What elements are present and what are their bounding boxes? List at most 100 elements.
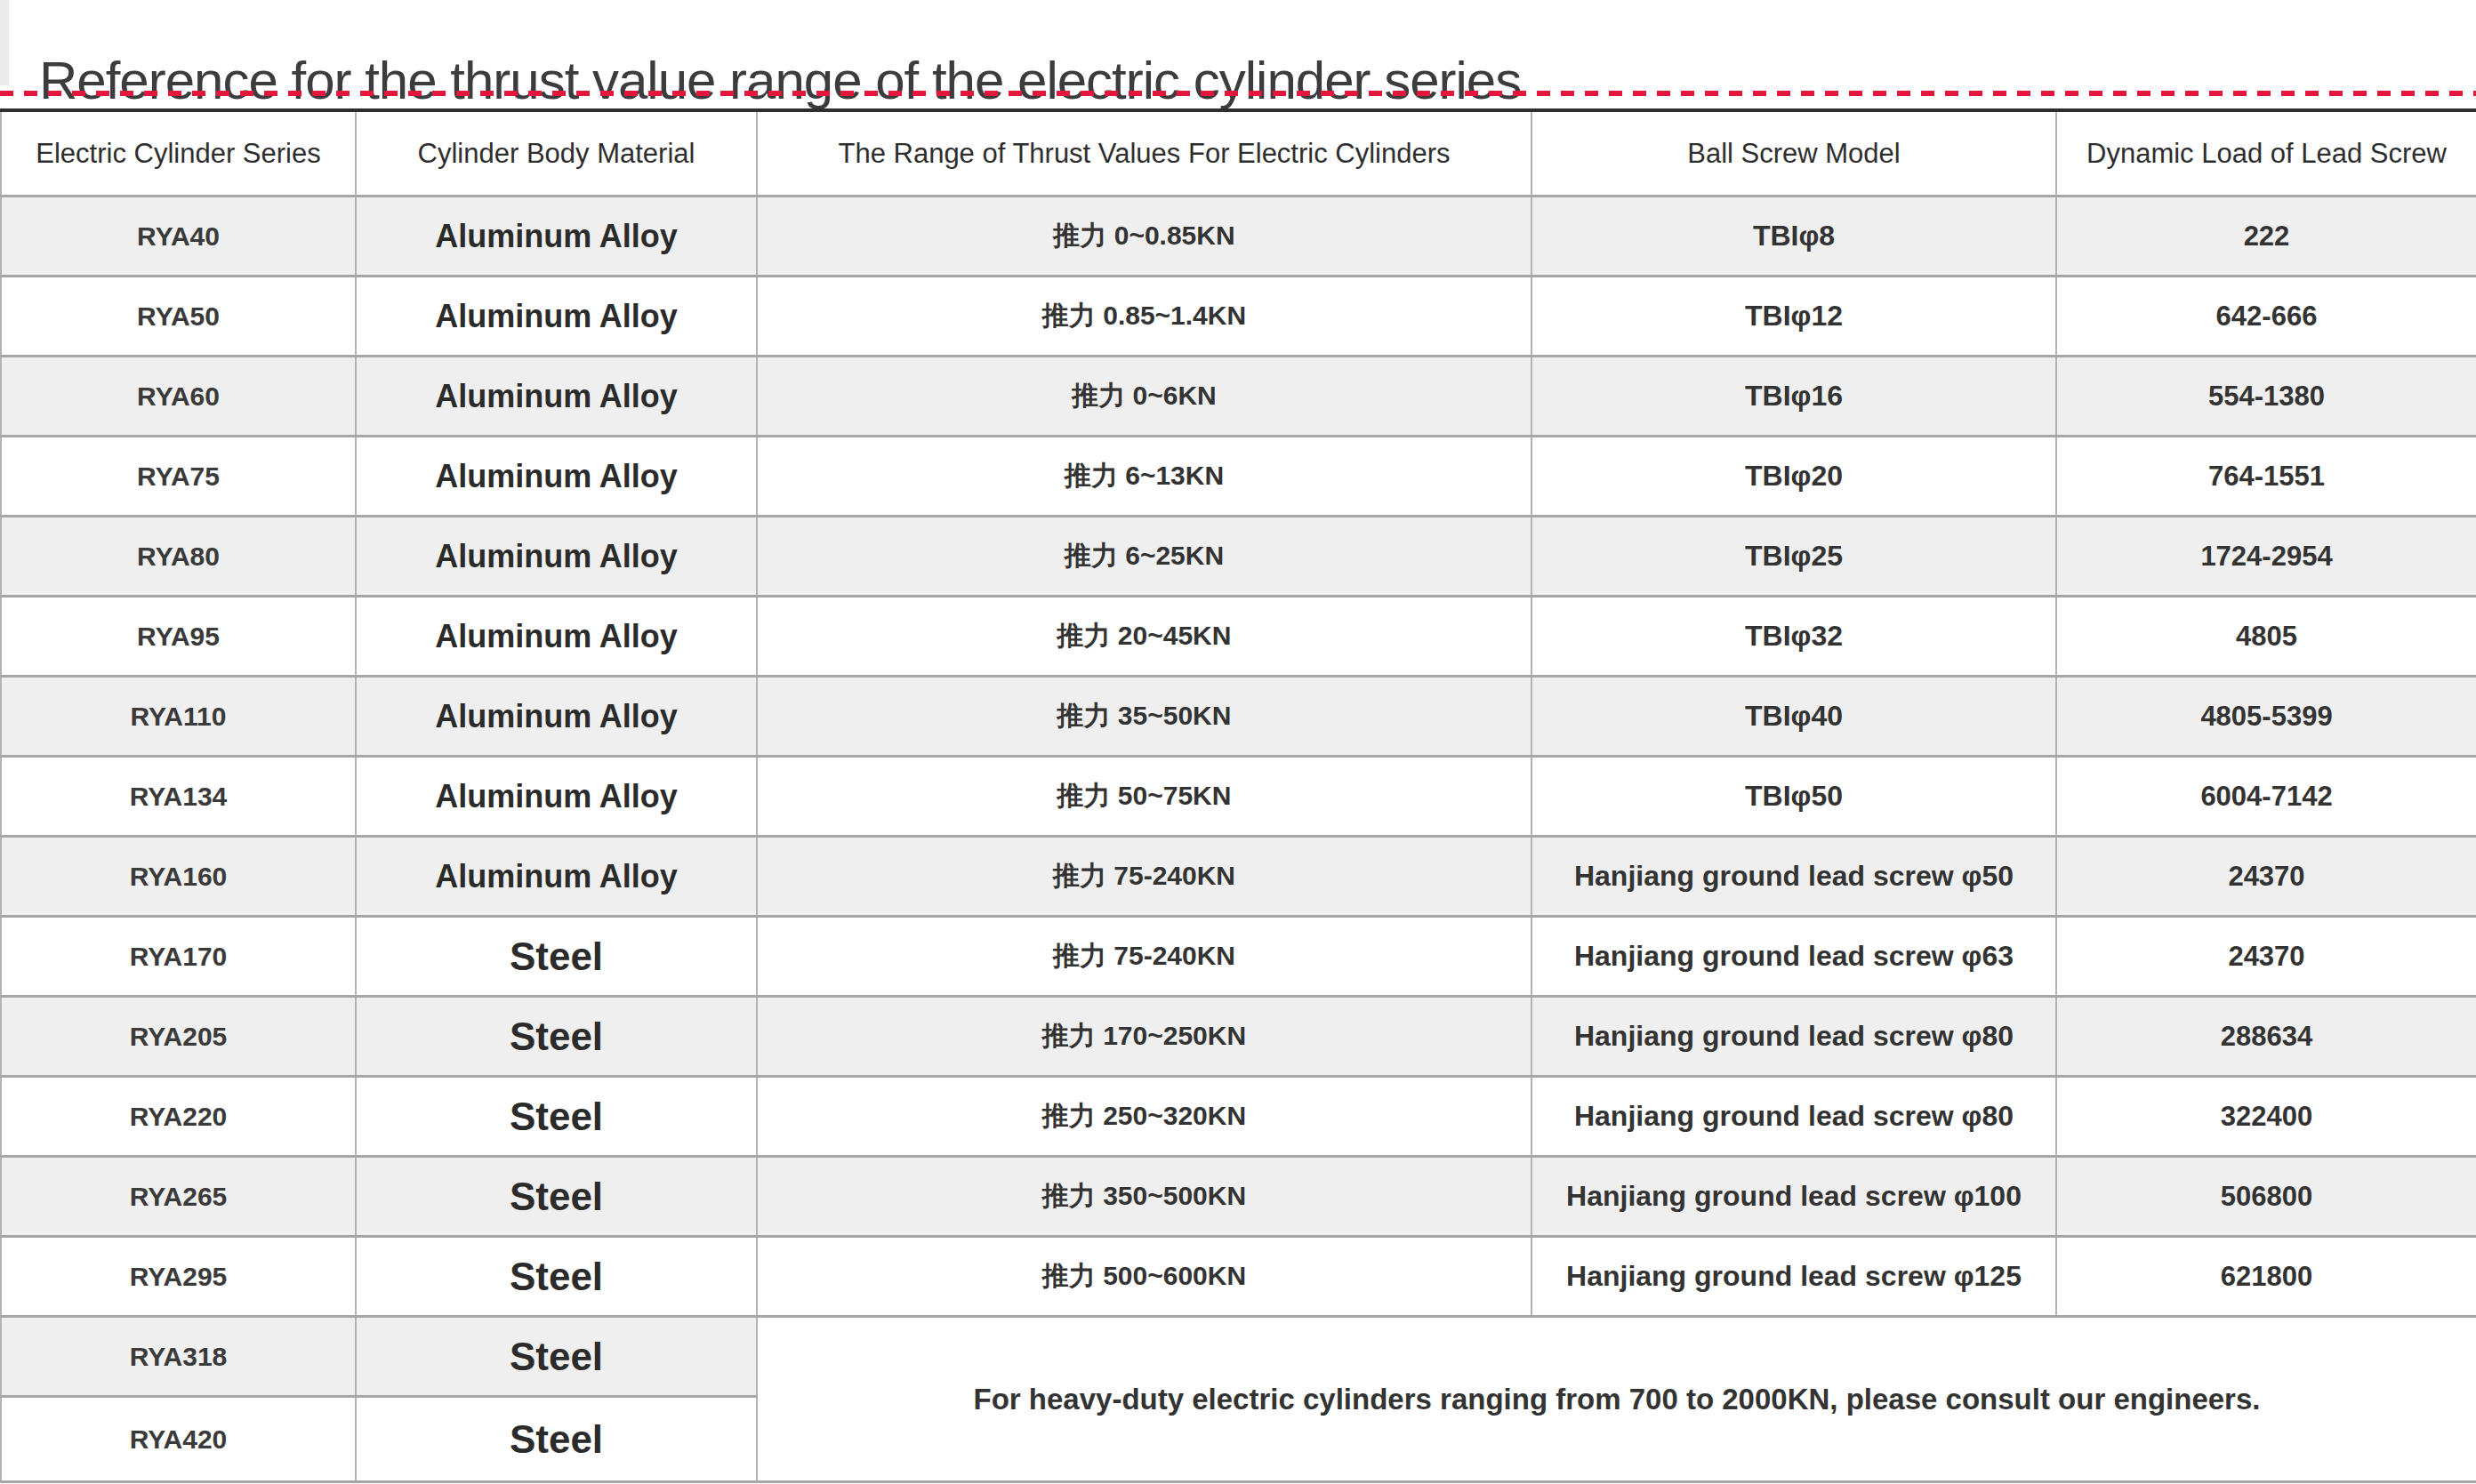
cell-material: Aluminum Alloy (356, 757, 757, 837)
cell-thrust-range: 推力 0~0.85KN (757, 197, 1531, 277)
cell-series: RYA50 (1, 277, 356, 357)
cell-thrust-range: 推力 0~6KN (757, 357, 1531, 437)
cell-dynamic-load: 1724-2954 (2056, 517, 2476, 597)
column-header-material: Cylinder Body Material (356, 110, 757, 197)
cell-dynamic-load: 642-666 (2056, 277, 2476, 357)
cell-thrust-range: 推力 6~25KN (757, 517, 1531, 597)
cell-series: RYA60 (1, 357, 356, 437)
cell-thrust-range: 推力 0.85~1.4KN (757, 277, 1531, 357)
cell-ball-screw: Hanjiang ground lead screw φ50 (1531, 837, 2056, 917)
cell-material: Steel (356, 1157, 757, 1237)
table-row: RYA160Aluminum Alloy推力 75-240KNHanjiang … (1, 837, 2476, 917)
cell-ball-screw: TBIφ32 (1531, 597, 2056, 677)
table-row: RYA95Aluminum Alloy推力 20~45KNTBIφ324805 (1, 597, 2476, 677)
cell-thrust-range: 推力 500~600KN (757, 1237, 1531, 1317)
cell-ball-screw: TBIφ40 (1531, 677, 2056, 757)
cell-series: RYA265 (1, 1157, 356, 1237)
cell-material: Aluminum Alloy (356, 437, 757, 517)
cell-thrust-range: 推力 75-240KN (757, 837, 1531, 917)
table-row: RYA170Steel推力 75-240KNHanjiang ground le… (1, 917, 2476, 997)
column-header-thrust-range: The Range of Thrust Values For Electric … (757, 110, 1531, 197)
cell-thrust-range: 推力 170~250KN (757, 997, 1531, 1077)
cell-ball-screw: TBIφ50 (1531, 757, 2056, 837)
heavy-duty-note: For heavy-duty electric cylinders rangin… (757, 1317, 2476, 1482)
cell-thrust-range: 推力 50~75KN (757, 757, 1531, 837)
cell-series: RYA80 (1, 517, 356, 597)
cell-ball-screw: Hanjiang ground lead screw φ63 (1531, 917, 2056, 997)
cell-material: Aluminum Alloy (356, 837, 757, 917)
cell-ball-screw: Hanjiang ground lead screw φ80 (1531, 997, 2056, 1077)
title-accent-strip (0, 0, 9, 85)
cell-dynamic-load: 24370 (2056, 837, 2476, 917)
table-row: RYA318SteelFor heavy-duty electric cylin… (1, 1317, 2476, 1397)
table-body: RYA40Aluminum Alloy推力 0~0.85KNTBIφ8222RY… (1, 197, 2476, 1482)
cell-thrust-range: 推力 250~320KN (757, 1077, 1531, 1157)
thrust-reference-table: Electric Cylinder Series Cylinder Body M… (0, 108, 2476, 1483)
cell-series: RYA110 (1, 677, 356, 757)
page: Reference for the thrust value range of … (0, 0, 2476, 1484)
cell-dynamic-load: 4805-5399 (2056, 677, 2476, 757)
cell-series: RYA170 (1, 917, 356, 997)
cell-ball-screw: TBIφ16 (1531, 357, 2056, 437)
cell-material: Aluminum Alloy (356, 677, 757, 757)
cell-material: Steel (356, 1317, 757, 1397)
cell-dynamic-load: 322400 (2056, 1077, 2476, 1157)
table-row: RYA295Steel推力 500~600KNHanjiang ground l… (1, 1237, 2476, 1317)
cell-series: RYA295 (1, 1237, 356, 1317)
cell-material: Aluminum Alloy (356, 277, 757, 357)
cell-series: RYA95 (1, 597, 356, 677)
cell-material: Steel (356, 917, 757, 997)
cell-series: RYA134 (1, 757, 356, 837)
red-dashed-divider (0, 91, 2476, 96)
cell-series: RYA160 (1, 837, 356, 917)
table-row: RYA265Steel推力 350~500KNHanjiang ground l… (1, 1157, 2476, 1237)
cell-ball-screw: TBIφ20 (1531, 437, 2056, 517)
table-row: RYA220Steel推力 250~320KNHanjiang ground l… (1, 1077, 2476, 1157)
table-row: RYA205Steel推力 170~250KNHanjiang ground l… (1, 997, 2476, 1077)
table-row: RYA75Aluminum Alloy推力 6~13KNTBIφ20764-15… (1, 437, 2476, 517)
cell-dynamic-load: 222 (2056, 197, 2476, 277)
cell-series: RYA318 (1, 1317, 356, 1397)
table-header: Electric Cylinder Series Cylinder Body M… (1, 110, 2476, 197)
cell-ball-screw: Hanjiang ground lead screw φ100 (1531, 1157, 2056, 1237)
cell-ball-screw: Hanjiang ground lead screw φ80 (1531, 1077, 2056, 1157)
table-row: RYA134Aluminum Alloy推力 50~75KNTBIφ506004… (1, 757, 2476, 837)
table-row: RYA40Aluminum Alloy推力 0~0.85KNTBIφ8222 (1, 197, 2476, 277)
cell-thrust-range: 推力 350~500KN (757, 1157, 1531, 1237)
cell-material: Aluminum Alloy (356, 597, 757, 677)
cell-thrust-range: 推力 6~13KN (757, 437, 1531, 517)
cell-dynamic-load: 24370 (2056, 917, 2476, 997)
table-row: RYA110Aluminum Alloy推力 35~50KNTBIφ404805… (1, 677, 2476, 757)
table-row: RYA50Aluminum Alloy推力 0.85~1.4KNTBIφ1264… (1, 277, 2476, 357)
cell-series: RYA75 (1, 437, 356, 517)
header-row: Electric Cylinder Series Cylinder Body M… (1, 110, 2476, 197)
cell-ball-screw: TBIφ12 (1531, 277, 2056, 357)
table-row: RYA60Aluminum Alloy推力 0~6KNTBIφ16554-138… (1, 357, 2476, 437)
cell-ball-screw: TBIφ25 (1531, 517, 2056, 597)
cell-thrust-range: 推力 20~45KN (757, 597, 1531, 677)
cell-dynamic-load: 6004-7142 (2056, 757, 2476, 837)
cell-dynamic-load: 621800 (2056, 1237, 2476, 1317)
cell-material: Steel (356, 1237, 757, 1317)
cell-dynamic-load: 764-1551 (2056, 437, 2476, 517)
cell-material: Aluminum Alloy (356, 357, 757, 437)
cell-dynamic-load: 506800 (2056, 1157, 2476, 1237)
cell-thrust-range: 推力 35~50KN (757, 677, 1531, 757)
column-header-dynamic-load: Dynamic Load of Lead Screw (2056, 110, 2476, 197)
cell-series: RYA220 (1, 1077, 356, 1157)
cell-thrust-range: 推力 75-240KN (757, 917, 1531, 997)
column-header-series: Electric Cylinder Series (1, 110, 356, 197)
column-header-ball-screw: Ball Screw Model (1531, 110, 2056, 197)
cell-material: Steel (356, 1397, 757, 1482)
table-row: RYA80Aluminum Alloy推力 6~25KNTBIφ251724-2… (1, 517, 2476, 597)
cell-series: RYA420 (1, 1397, 356, 1482)
cell-series: RYA205 (1, 997, 356, 1077)
cell-material: Aluminum Alloy (356, 517, 757, 597)
cell-dynamic-load: 4805 (2056, 597, 2476, 677)
cell-material: Aluminum Alloy (356, 197, 757, 277)
cell-dynamic-load: 288634 (2056, 997, 2476, 1077)
cell-dynamic-load: 554-1380 (2056, 357, 2476, 437)
cell-ball-screw: TBIφ8 (1531, 197, 2056, 277)
cell-series: RYA40 (1, 197, 356, 277)
cell-material: Steel (356, 1077, 757, 1157)
